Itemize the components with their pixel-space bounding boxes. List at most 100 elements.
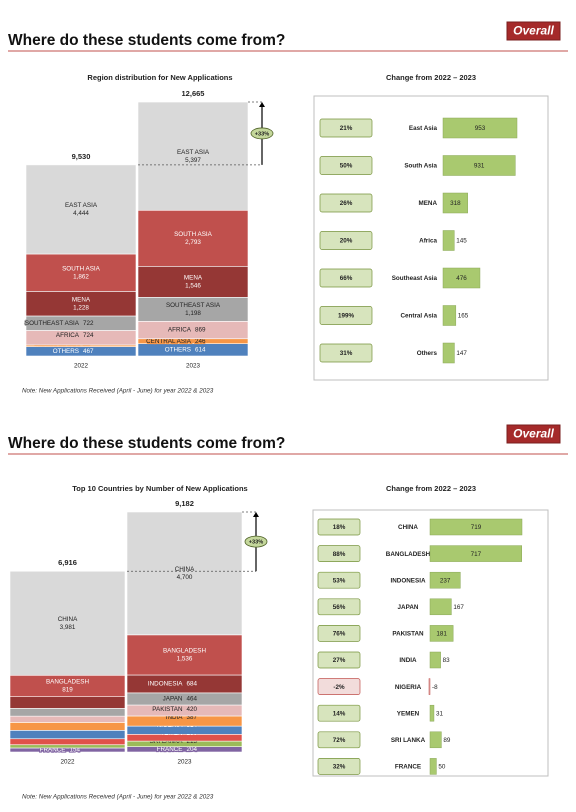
change-pill xyxy=(317,545,361,562)
change-pill xyxy=(317,704,361,722)
category-label: South Asia xyxy=(404,163,437,170)
segment-name: MENA xyxy=(72,296,91,303)
change-label: 88% xyxy=(333,551,346,558)
bar xyxy=(429,704,435,722)
total-label: 9,182 xyxy=(175,499,194,508)
segment-name: SOUTH ASIA xyxy=(174,231,213,238)
segment-name: AFRICA xyxy=(168,327,192,334)
bar xyxy=(442,267,481,289)
bar-segment xyxy=(9,744,126,749)
value-label: 83 xyxy=(443,657,451,664)
chart-title: Top 10 Countries by Number of New Applic… xyxy=(72,484,247,493)
segment-name: BANGLADESH xyxy=(163,648,206,655)
segment-value: 869 xyxy=(195,327,206,334)
bar-segment xyxy=(25,346,137,357)
value-label: 476 xyxy=(456,275,467,282)
bar xyxy=(442,192,468,214)
segment-value: 2,793 xyxy=(185,239,201,246)
bar-segment xyxy=(137,343,249,357)
category-label: YEMEN xyxy=(397,710,420,717)
section-title: Where do these students come from? xyxy=(8,435,285,452)
bar-segment xyxy=(126,704,243,717)
change-pill xyxy=(317,678,361,695)
total-label: 6,916 xyxy=(58,558,77,567)
bar-segment xyxy=(25,164,137,255)
chart-title: Change from 2022 – 2023 xyxy=(386,484,476,493)
badge: Overall xyxy=(513,24,554,38)
segment-value: 819 xyxy=(62,687,73,694)
bar-segment xyxy=(126,511,243,636)
segment-name: MENA xyxy=(184,274,203,281)
change-label: 50% xyxy=(340,163,353,170)
segment-name: INDIA xyxy=(166,714,184,721)
segment-value: 722 xyxy=(83,320,94,327)
value-label: 953 xyxy=(475,125,486,132)
bar-segment xyxy=(126,715,243,727)
value-label: 147 xyxy=(456,350,467,357)
bar-segment xyxy=(137,321,249,340)
bar-segment xyxy=(126,734,243,742)
bar xyxy=(429,651,441,669)
segment-name: FRANCE xyxy=(157,746,183,753)
segment-value: 464 xyxy=(187,696,198,703)
segment-name: SOUTH ASIA xyxy=(62,265,101,272)
segment-name: EAST ASIA xyxy=(177,149,210,156)
segment-value: 420 xyxy=(187,706,198,713)
segment-value: 1,228 xyxy=(73,304,89,311)
value-label: 719 xyxy=(471,524,482,531)
change-pill xyxy=(317,625,361,642)
change-pill xyxy=(319,156,373,175)
segment-name: OTHERS xyxy=(53,348,79,355)
segment-value: 3,981 xyxy=(60,624,76,631)
segment-value: 4,444 xyxy=(73,210,89,217)
category-label: Africa xyxy=(419,238,437,245)
change-pill xyxy=(317,651,361,669)
bar xyxy=(442,155,516,176)
category-label: NIGERIA xyxy=(395,684,422,691)
category-label: East Asia xyxy=(409,125,438,132)
category-label: PAKISTAN xyxy=(392,631,424,638)
value-label: 167 xyxy=(453,604,464,611)
arrow-head xyxy=(253,512,259,517)
growth-badge xyxy=(244,535,268,548)
change-label: 199% xyxy=(338,313,355,320)
section-title: Where do these students come from? xyxy=(8,32,285,49)
segment-value: 684 xyxy=(187,681,198,688)
segment-value: 154 xyxy=(70,747,81,754)
change-pill xyxy=(317,731,361,749)
change-pill xyxy=(319,268,373,288)
segment-name: INDONESIA xyxy=(148,681,183,688)
segment-value: 1,546 xyxy=(185,282,201,289)
value-label: 31 xyxy=(436,710,444,717)
note: Note: New Applications Received (April -… xyxy=(22,794,214,801)
segment-name: BANGLADESH xyxy=(46,679,89,686)
change-label: 27% xyxy=(333,657,346,664)
change-label: -2% xyxy=(333,684,345,691)
bar xyxy=(429,598,452,616)
bar-segment xyxy=(25,330,137,346)
segment-value: 4,700 xyxy=(177,574,193,581)
segment-name: OTHERS xyxy=(165,347,191,354)
value-label: 237 xyxy=(440,577,451,584)
bar-segment xyxy=(9,696,126,709)
category-label: Central Asia xyxy=(400,313,437,320)
segment-value: 724 xyxy=(83,332,94,339)
change-label: 56% xyxy=(333,604,346,611)
category-label: SRI LANKA xyxy=(391,737,426,744)
growth-label: +33% xyxy=(255,131,269,137)
segment-name: JAPAN xyxy=(163,696,183,703)
segment-value: 614 xyxy=(195,347,206,354)
change-pill xyxy=(317,518,361,536)
note: Note: New Applications Received (April -… xyxy=(22,388,214,395)
bar xyxy=(429,625,454,642)
change-label: 20% xyxy=(340,238,353,245)
category-label: FRANCE xyxy=(395,764,421,771)
category-label: INDONESIA xyxy=(391,577,426,584)
change-pill xyxy=(317,758,361,775)
segment-name: AFRICA xyxy=(56,332,80,339)
bar-segment xyxy=(126,725,243,735)
bar-segment xyxy=(25,291,137,317)
bar xyxy=(428,678,431,695)
value-label: 931 xyxy=(474,163,485,170)
